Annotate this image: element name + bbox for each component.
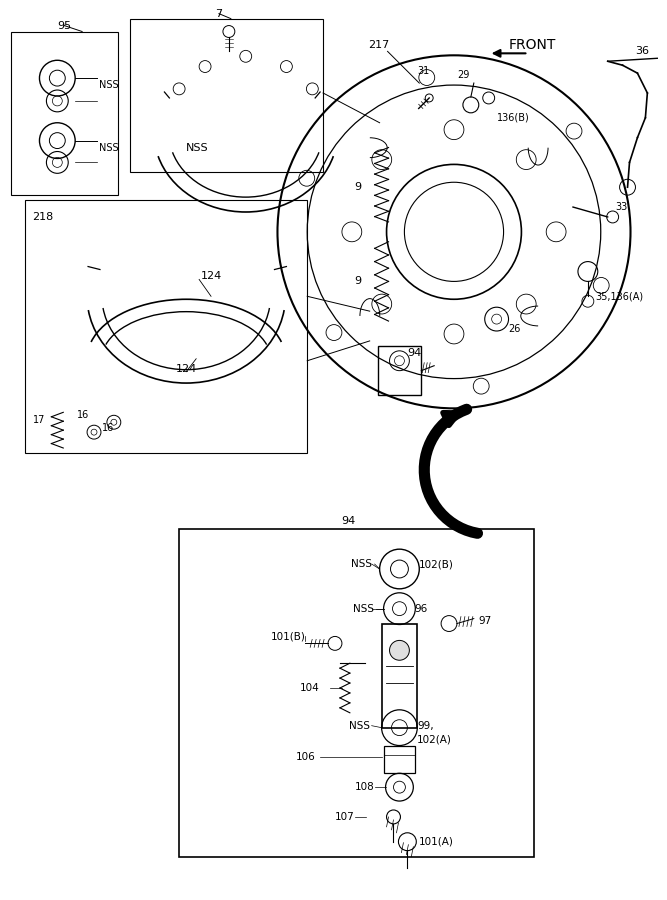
Text: 17: 17 <box>33 415 45 425</box>
Text: NSS: NSS <box>351 559 372 569</box>
Text: 124: 124 <box>176 364 197 374</box>
Text: NSS: NSS <box>99 142 119 152</box>
Circle shape <box>390 641 410 661</box>
Text: 101(B): 101(B) <box>271 632 305 642</box>
Text: NSS: NSS <box>186 142 209 152</box>
Text: 95: 95 <box>57 21 71 31</box>
Text: 16: 16 <box>102 423 114 433</box>
Text: 102(A): 102(A) <box>418 734 452 744</box>
Text: NSS: NSS <box>99 80 119 90</box>
Bar <box>129 19 323 172</box>
Text: 97: 97 <box>479 616 492 625</box>
Bar <box>179 529 534 857</box>
Text: 104: 104 <box>300 683 320 693</box>
Bar <box>378 346 422 395</box>
Text: 136(B): 136(B) <box>497 112 530 122</box>
Text: 31: 31 <box>418 67 430 76</box>
Text: FRONT: FRONT <box>508 39 556 52</box>
Text: 16: 16 <box>77 410 89 420</box>
Text: NSS: NSS <box>349 721 370 731</box>
Bar <box>382 624 418 728</box>
Text: 106: 106 <box>295 752 315 762</box>
Text: 218: 218 <box>33 212 54 222</box>
Text: 26: 26 <box>508 324 521 334</box>
Text: 217: 217 <box>368 40 389 50</box>
Text: 7: 7 <box>215 9 223 19</box>
Bar <box>11 32 118 195</box>
Text: NSS: NSS <box>353 604 374 614</box>
Text: 102(B): 102(B) <box>420 559 454 569</box>
Text: 94: 94 <box>408 347 422 358</box>
Text: 99,: 99, <box>418 721 434 731</box>
Text: 124: 124 <box>201 272 222 282</box>
Text: 96: 96 <box>414 604 428 614</box>
Bar <box>384 745 416 773</box>
Text: 101(A): 101(A) <box>420 837 454 847</box>
Text: 9: 9 <box>355 182 362 193</box>
Text: 108: 108 <box>355 782 375 792</box>
Text: 29: 29 <box>457 70 470 80</box>
Text: 35,136(A): 35,136(A) <box>596 292 644 302</box>
Text: 36: 36 <box>636 46 650 57</box>
Text: 94: 94 <box>341 517 355 526</box>
Text: 107: 107 <box>335 812 355 822</box>
Bar <box>25 200 307 453</box>
Text: 9: 9 <box>355 276 362 286</box>
Text: 33: 33 <box>616 202 628 212</box>
